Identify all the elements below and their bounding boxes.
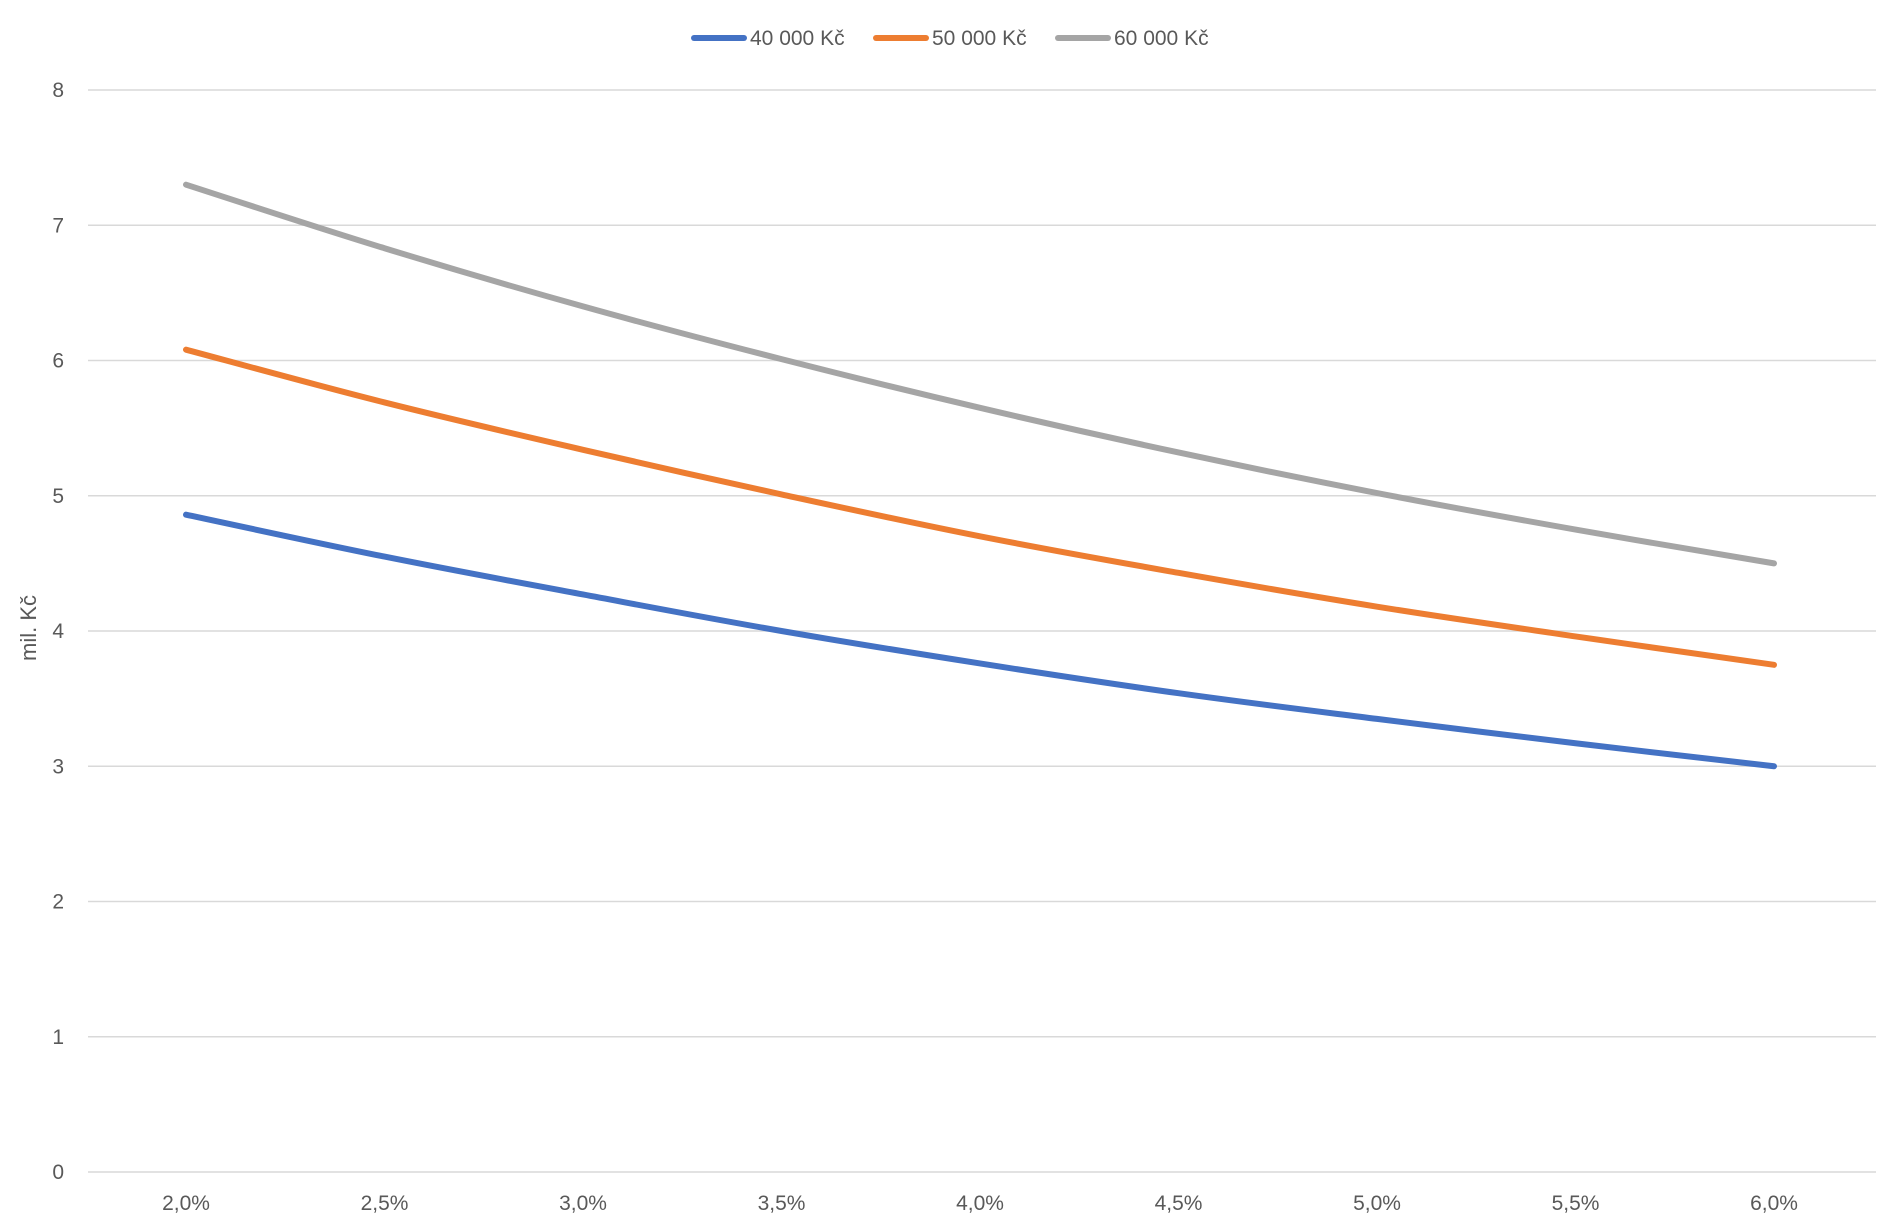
x-tick-label: 2,5% bbox=[361, 1192, 409, 1215]
y-tick-label: 0 bbox=[52, 1161, 64, 1184]
legend-label: 40 000 Kč bbox=[750, 27, 845, 50]
x-tick-label: 5,5% bbox=[1552, 1192, 1600, 1215]
y-tick-label: 4 bbox=[52, 620, 64, 643]
y-tick-label: 8 bbox=[52, 79, 64, 102]
x-tick-label: 3,0% bbox=[559, 1192, 607, 1215]
x-tick-label: 3,5% bbox=[758, 1192, 806, 1215]
series-line bbox=[183, 511, 1777, 770]
x-tick-label: 4,5% bbox=[1155, 1192, 1203, 1215]
legend-label: 50 000 Kč bbox=[932, 27, 1027, 50]
y-tick-label: 7 bbox=[52, 214, 64, 237]
y-axis-title: mil. Kč bbox=[16, 595, 41, 661]
series-lines bbox=[183, 181, 1777, 770]
x-tick-label: 5,0% bbox=[1353, 1192, 1401, 1215]
x-tick-label: 2,0% bbox=[162, 1192, 210, 1215]
x-axis-ticks: 2,0% 2,5% 3,0% 3,5% 4,0% 4,5% 5,0% 5,5% 6,0% bbox=[162, 1192, 1798, 1215]
y-tick-label: 2 bbox=[52, 891, 64, 914]
series-line bbox=[183, 181, 1777, 567]
x-tick-label: 4,0% bbox=[956, 1192, 1004, 1215]
gridlines bbox=[88, 89, 1876, 1173]
y-tick-label: 6 bbox=[52, 350, 64, 373]
y-tick-label: 5 bbox=[52, 485, 64, 508]
series-line bbox=[183, 346, 1777, 668]
y-tick-label: 3 bbox=[52, 755, 64, 778]
x-tick-label: 6,0% bbox=[1750, 1192, 1798, 1215]
legend: 40 000 Kč 50 000 Kč 60 000 Kč bbox=[691, 27, 1209, 50]
legend-label: 60 000 Kč bbox=[1114, 27, 1209, 50]
y-tick-label: 1 bbox=[52, 1026, 64, 1049]
y-axis-ticks: 0 1 2 3 4 5 6 7 8 bbox=[52, 79, 64, 1184]
